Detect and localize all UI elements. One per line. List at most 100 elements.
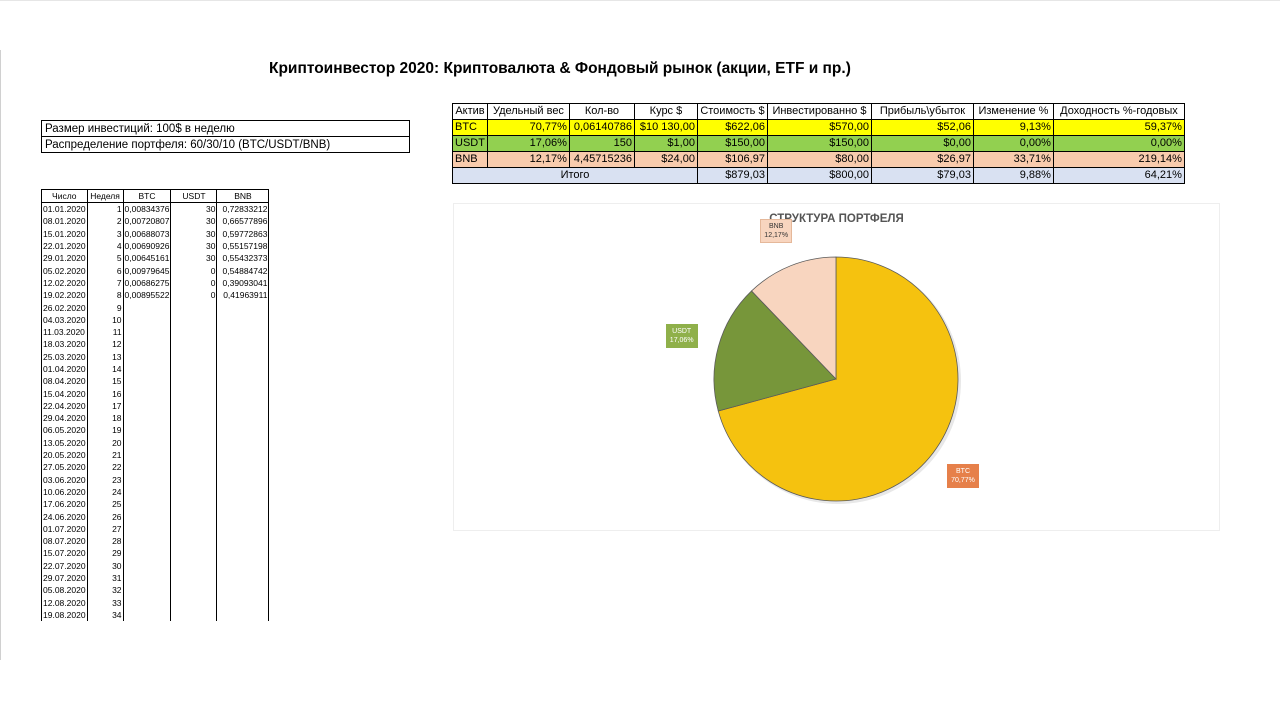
weekly-cell[interactable] — [216, 399, 270, 413]
weekly-cell[interactable] — [170, 510, 218, 523]
weekly-cell[interactable] — [216, 350, 270, 363]
summary-header-7[interactable]: Изменение % — [972, 103, 1054, 120]
weekly-cell[interactable] — [122, 375, 172, 388]
total-cell[interactable]: $800,00 — [766, 167, 872, 184]
summary-cell[interactable]: $570,00 — [766, 119, 872, 136]
weekly-cell[interactable]: 01.04.2020 — [41, 362, 88, 376]
weekly-cell[interactable] — [170, 547, 218, 560]
weekly-cell[interactable]: 17.06.2020 — [41, 498, 88, 511]
total-cell[interactable]: $879,03 — [696, 167, 768, 184]
weekly-cell[interactable] — [122, 559, 172, 572]
weekly-cell[interactable]: 10 — [86, 313, 124, 326]
weekly-cell[interactable]: 10.06.2020 — [41, 485, 88, 499]
weekly-cell[interactable]: 34 — [86, 608, 124, 622]
weekly-cell[interactable]: 0,00720807 — [122, 215, 172, 228]
weekly-cell[interactable] — [122, 522, 172, 536]
weekly-cell[interactable] — [216, 596, 270, 609]
weekly-cell[interactable] — [216, 473, 270, 486]
summary-cell[interactable]: $24,00 — [633, 151, 698, 168]
summary-cell[interactable]: $10 130,00 — [633, 119, 698, 136]
weekly-cell[interactable] — [170, 362, 218, 376]
weekly-cell[interactable] — [122, 424, 172, 437]
weekly-cell[interactable] — [170, 412, 218, 425]
summary-cell[interactable]: $622,06 — [696, 119, 768, 136]
weekly-cell[interactable]: 0,54884742 — [216, 264, 270, 277]
weekly-cell[interactable]: 7 — [86, 276, 124, 290]
weekly-cell[interactable]: 6 — [86, 264, 124, 277]
weekly-cell[interactable] — [216, 375, 270, 388]
weekly-cell[interactable] — [216, 313, 270, 326]
weekly-cell[interactable]: 08.07.2020 — [41, 535, 88, 548]
weekly-cell[interactable]: 19 — [86, 424, 124, 437]
weekly-cell[interactable]: 30 — [170, 227, 218, 240]
weekly-cell[interactable]: 0,00895522 — [122, 289, 172, 302]
weekly-header-2[interactable]: BTC — [122, 189, 172, 203]
weekly-cell[interactable]: 0,00645161 — [122, 252, 172, 265]
summary-cell[interactable]: 70,77% — [486, 119, 570, 136]
weekly-cell[interactable]: 0,66577896 — [216, 215, 270, 228]
weekly-cell[interactable]: 04.03.2020 — [41, 313, 88, 326]
weekly-cell[interactable]: 0,39093041 — [216, 276, 270, 290]
weekly-cell[interactable] — [122, 301, 172, 314]
weekly-cell[interactable] — [170, 301, 218, 314]
summary-cell[interactable]: 17,06% — [486, 135, 570, 152]
weekly-header-1[interactable]: Неделя — [86, 189, 124, 203]
portfolio-pie-chart[interactable]: СТРУКТУРА ПОРТФЕЛЯ BTC 70,77% USDT 17,06% BN… — [453, 203, 1220, 531]
weekly-cell[interactable] — [170, 436, 218, 449]
summary-cell[interactable]: $0,00 — [870, 135, 974, 152]
weekly-cell[interactable]: 0,00690926 — [122, 239, 172, 253]
weekly-cell[interactable] — [170, 559, 218, 572]
summary-cell[interactable]: 12,17% — [486, 151, 570, 168]
weekly-cell[interactable] — [216, 338, 270, 351]
weekly-cell[interactable]: 20.05.2020 — [41, 448, 88, 462]
weekly-cell[interactable] — [170, 338, 218, 351]
weekly-cell[interactable]: 30 — [170, 215, 218, 228]
summary-cell[interactable]: 9,13% — [972, 119, 1054, 136]
summary-header-1[interactable]: Удельный вес — [486, 103, 570, 120]
weekly-cell[interactable] — [216, 547, 270, 560]
weekly-cell[interactable] — [170, 485, 218, 499]
summary-cell[interactable]: $52,06 — [870, 119, 974, 136]
weekly-cell[interactable] — [170, 571, 218, 585]
weekly-cell[interactable] — [122, 584, 172, 597]
weekly-cell[interactable] — [122, 608, 172, 622]
weekly-cell[interactable] — [122, 387, 172, 400]
total-cell[interactable]: 64,21% — [1052, 167, 1185, 184]
weekly-cell[interactable] — [122, 362, 172, 376]
weekly-cell[interactable] — [122, 547, 172, 560]
weekly-cell[interactable] — [122, 571, 172, 585]
weekly-cell[interactable]: 0 — [170, 276, 218, 290]
weekly-cell[interactable] — [216, 485, 270, 499]
weekly-cell[interactable] — [216, 498, 270, 511]
weekly-cell[interactable]: 22.01.2020 — [41, 239, 88, 253]
weekly-cell[interactable]: 15.01.2020 — [41, 227, 88, 240]
weekly-cell[interactable] — [122, 350, 172, 363]
weekly-cell[interactable] — [216, 522, 270, 536]
weekly-cell[interactable] — [170, 399, 218, 413]
weekly-cell[interactable]: 31 — [86, 571, 124, 585]
total-label[interactable]: Итого — [452, 167, 698, 184]
summary-cell[interactable]: 4,45715236 — [568, 151, 635, 168]
weekly-cell[interactable] — [216, 448, 270, 462]
weekly-cell[interactable] — [170, 325, 218, 339]
weekly-header-0[interactable]: Число — [41, 189, 88, 203]
summary-cell[interactable]: 150 — [568, 135, 635, 152]
weekly-cell[interactable]: 01.07.2020 — [41, 522, 88, 536]
weekly-cell[interactable]: 28 — [86, 535, 124, 548]
weekly-cell[interactable]: 08.04.2020 — [41, 375, 88, 388]
weekly-cell[interactable]: 13.05.2020 — [41, 436, 88, 449]
weekly-cell[interactable] — [122, 399, 172, 413]
weekly-cell[interactable]: 0,55432373 — [216, 252, 270, 265]
weekly-cell[interactable] — [170, 313, 218, 326]
weekly-cell[interactable]: 11.03.2020 — [41, 325, 88, 339]
summary-cell[interactable]: $106,97 — [696, 151, 768, 168]
summary-cell[interactable]: $150,00 — [696, 135, 768, 152]
weekly-cell[interactable] — [170, 596, 218, 609]
weekly-cell[interactable]: 0,00686275 — [122, 276, 172, 290]
weekly-cell[interactable]: 0,00688073 — [122, 227, 172, 240]
weekly-cell[interactable]: 9 — [86, 301, 124, 314]
weekly-cell[interactable] — [170, 584, 218, 597]
summary-header-2[interactable]: Кол-во — [568, 103, 635, 120]
weekly-cell[interactable]: 12.08.2020 — [41, 596, 88, 609]
weekly-cell[interactable] — [122, 473, 172, 486]
